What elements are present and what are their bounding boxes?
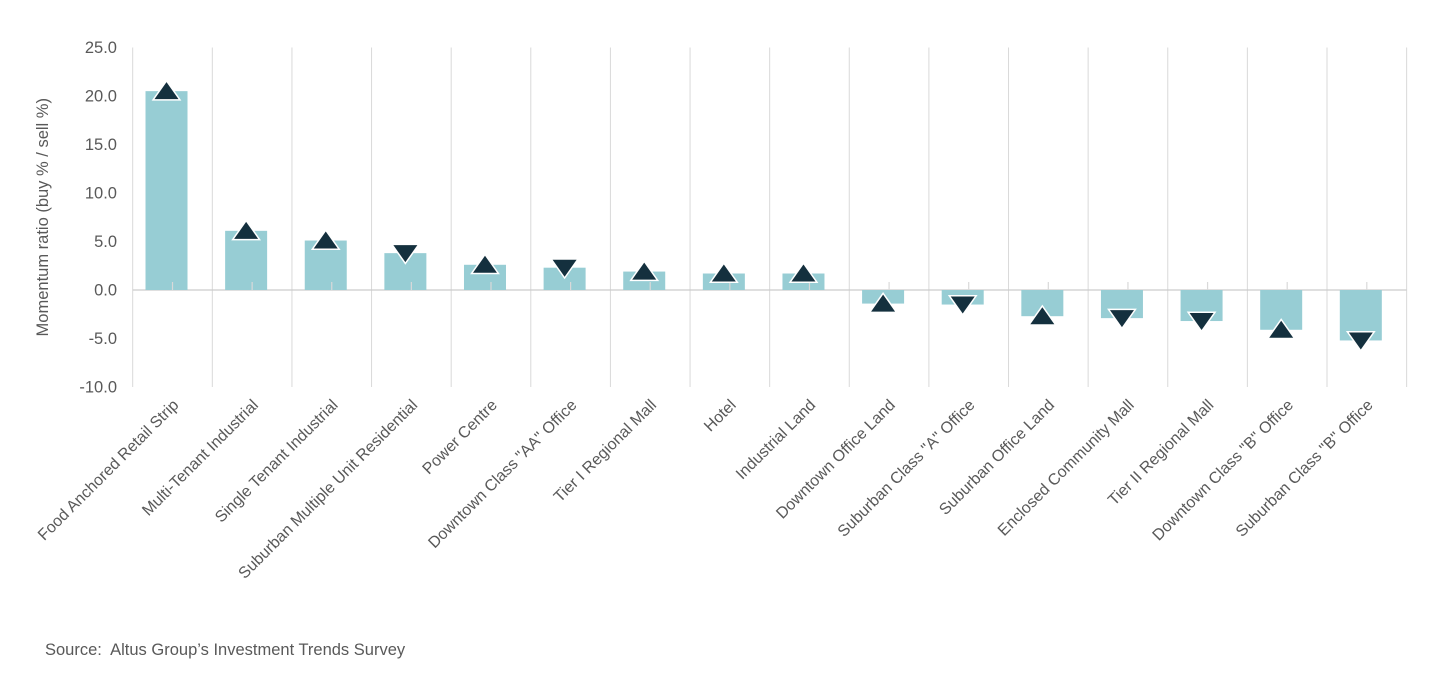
trend-marker-up <box>470 253 500 275</box>
x-category-label: Suburban Multiple Unit Residential <box>236 397 422 583</box>
y-tick-label: 0.0 <box>94 282 117 300</box>
y-tick-label: 25.0 <box>85 39 117 57</box>
trend-marker-down <box>1107 308 1137 330</box>
x-category-label: Suburban Class "A" Office <box>835 397 979 541</box>
trend-marker-down <box>549 258 580 280</box>
trend-marker-up <box>1266 318 1297 340</box>
trend-marker-up <box>151 79 182 101</box>
trend-marker-down <box>947 295 978 317</box>
y-tick-label: 15.0 <box>85 136 117 154</box>
bar-1 <box>225 230 268 290</box>
x-category-label: Downtown Class "AA" Office <box>425 397 580 552</box>
trend-marker-up <box>868 291 898 314</box>
y-axis-title: Momentum ratio (buy % / sell %) <box>34 98 52 336</box>
x-category-label: Power Centre <box>420 397 501 478</box>
trend-marker-up <box>629 259 660 282</box>
y-tick-label: 20.0 <box>85 88 117 106</box>
trend-marker-up <box>1027 304 1058 326</box>
trend-marker-up <box>310 228 341 251</box>
y-tick-label: -10.0 <box>79 379 117 397</box>
trend-marker-up <box>708 261 739 284</box>
bar-0 <box>145 91 188 291</box>
source-note: Source: Altus Group’s Investment Trends … <box>45 641 406 659</box>
y-tick-label: 5.0 <box>94 233 117 251</box>
trend-marker-up <box>788 261 819 284</box>
x-category-label: Food Anchored Retail Strip <box>35 397 182 544</box>
x-category-label: Enclosed Community Mall <box>995 397 1138 540</box>
x-category-label: Industrial Land <box>733 397 819 483</box>
trend-marker-up <box>231 219 262 241</box>
trend-marker-down <box>390 243 421 265</box>
x-category-label: Suburban Class "B" Office <box>1233 397 1377 541</box>
x-category-label: Downtown Class "B" Office <box>1150 397 1298 545</box>
x-category-label: Hotel <box>701 397 739 435</box>
momentum-ratio-chart: 25.0 20.0 15.0 10.0 5.0 0.0 -5.0 -10.0 Momentum … <box>34 39 1408 583</box>
trend-marker-down <box>1186 311 1217 333</box>
y-tick-label: -5.0 <box>89 330 117 348</box>
trend-marker-down <box>1345 330 1376 353</box>
y-tick-label: 10.0 <box>85 185 117 203</box>
